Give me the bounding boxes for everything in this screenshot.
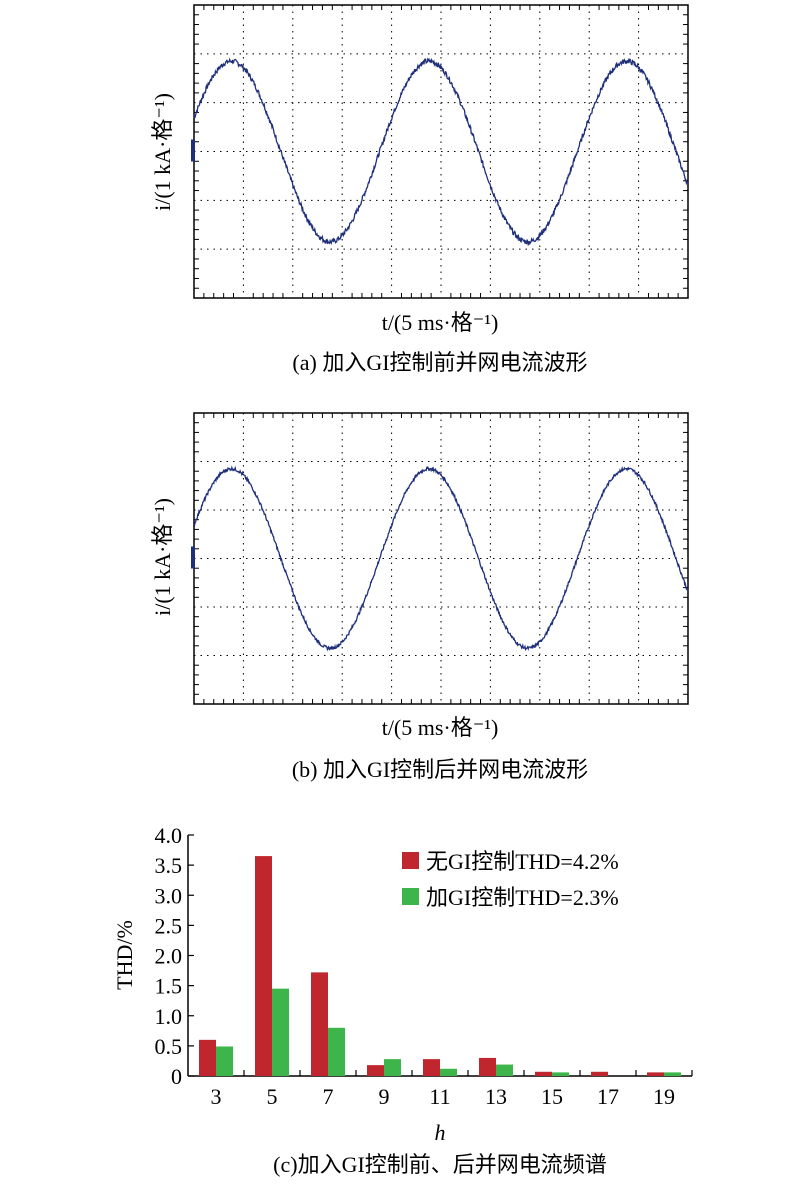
y-tick-label: 0.5 xyxy=(155,1034,183,1059)
x-tick-label: 11 xyxy=(429,1084,450,1109)
bar-with-gi xyxy=(384,1059,401,1076)
bar-without-gi xyxy=(535,1071,552,1076)
y-tick-label: 2.0 xyxy=(155,944,183,969)
x-tick-label: 13 xyxy=(485,1084,507,1109)
bar-with-gi xyxy=(496,1064,513,1076)
panel-c-caption: (c)加入GI控制前、后并网电流频谱 xyxy=(273,1152,607,1177)
x-tick-label: 3 xyxy=(211,1084,222,1109)
y-tick-label: 3.0 xyxy=(155,883,183,908)
bar-without-gi xyxy=(591,1071,608,1076)
x-tick-label: 7 xyxy=(323,1084,334,1109)
legend-label: 加GI控制THD=2.3% xyxy=(426,885,619,910)
x-tick-label: 15 xyxy=(541,1084,563,1109)
legend-swatch xyxy=(402,852,419,869)
panel-c-y-axis-label: THD/% xyxy=(112,920,137,990)
bar-without-gi xyxy=(311,972,328,1076)
x-tick-label: 17 xyxy=(597,1084,619,1109)
panel-a-caption: (a) 加入GI控制前并网电流波形 xyxy=(292,350,587,375)
panel-a-y-axis-label: i/(1 kA·格⁻¹) xyxy=(150,93,175,211)
current-waveform xyxy=(193,465,689,652)
bar-with-gi xyxy=(328,1027,345,1076)
panel-c-x-axis-label: h xyxy=(435,1120,446,1145)
legend-swatch xyxy=(402,888,419,905)
panel-b-waveform xyxy=(191,412,689,705)
x-tick-label: 9 xyxy=(379,1084,390,1109)
panel-b-x-axis-label: t/(5 ms·格⁻¹) xyxy=(382,715,499,740)
y-tick-label: 1.0 xyxy=(155,1004,183,1029)
panel-c-bar-chart: 0 0.5 1.0 1.5 2.0 2.5 3.0 3.5 4.0 3 5 7 9 11 13 15 17 19 无… xyxy=(155,823,693,1109)
ground-marker xyxy=(191,546,195,569)
bar-with-gi xyxy=(272,988,289,1076)
bar-with-gi xyxy=(664,1072,681,1076)
bar-without-gi xyxy=(199,1039,216,1076)
y-tick-label: 4.0 xyxy=(155,823,183,848)
bar-without-gi xyxy=(255,856,272,1076)
panel-b-caption: (b) 加入GI控制后并网电流波形 xyxy=(292,757,588,782)
y-tick-label: 3.5 xyxy=(155,853,183,878)
y-tick-label: 2.5 xyxy=(155,913,183,938)
current-waveform xyxy=(193,57,689,247)
y-tick-label: 1.5 xyxy=(155,974,183,999)
x-tick-label: 5 xyxy=(267,1084,278,1109)
bar-without-gi xyxy=(479,1057,496,1076)
panel-a-waveform xyxy=(191,4,689,299)
bar-with-gi xyxy=(552,1072,569,1076)
legend-label: 无GI控制THD=4.2% xyxy=(426,849,619,874)
x-tick-label: 19 xyxy=(653,1084,675,1109)
y-tick-label: 0 xyxy=(171,1064,182,1089)
bar-without-gi xyxy=(647,1072,664,1076)
panel-a-x-axis-label: t/(5 ms·格⁻¹) xyxy=(382,310,499,335)
ground-marker xyxy=(191,139,195,162)
panel-b-y-axis-label: i/(1 kA·格⁻¹) xyxy=(150,498,175,616)
bar-without-gi xyxy=(367,1065,384,1076)
bar-without-gi xyxy=(423,1059,440,1076)
bar-with-gi xyxy=(216,1046,233,1076)
bar-with-gi xyxy=(440,1068,457,1076)
